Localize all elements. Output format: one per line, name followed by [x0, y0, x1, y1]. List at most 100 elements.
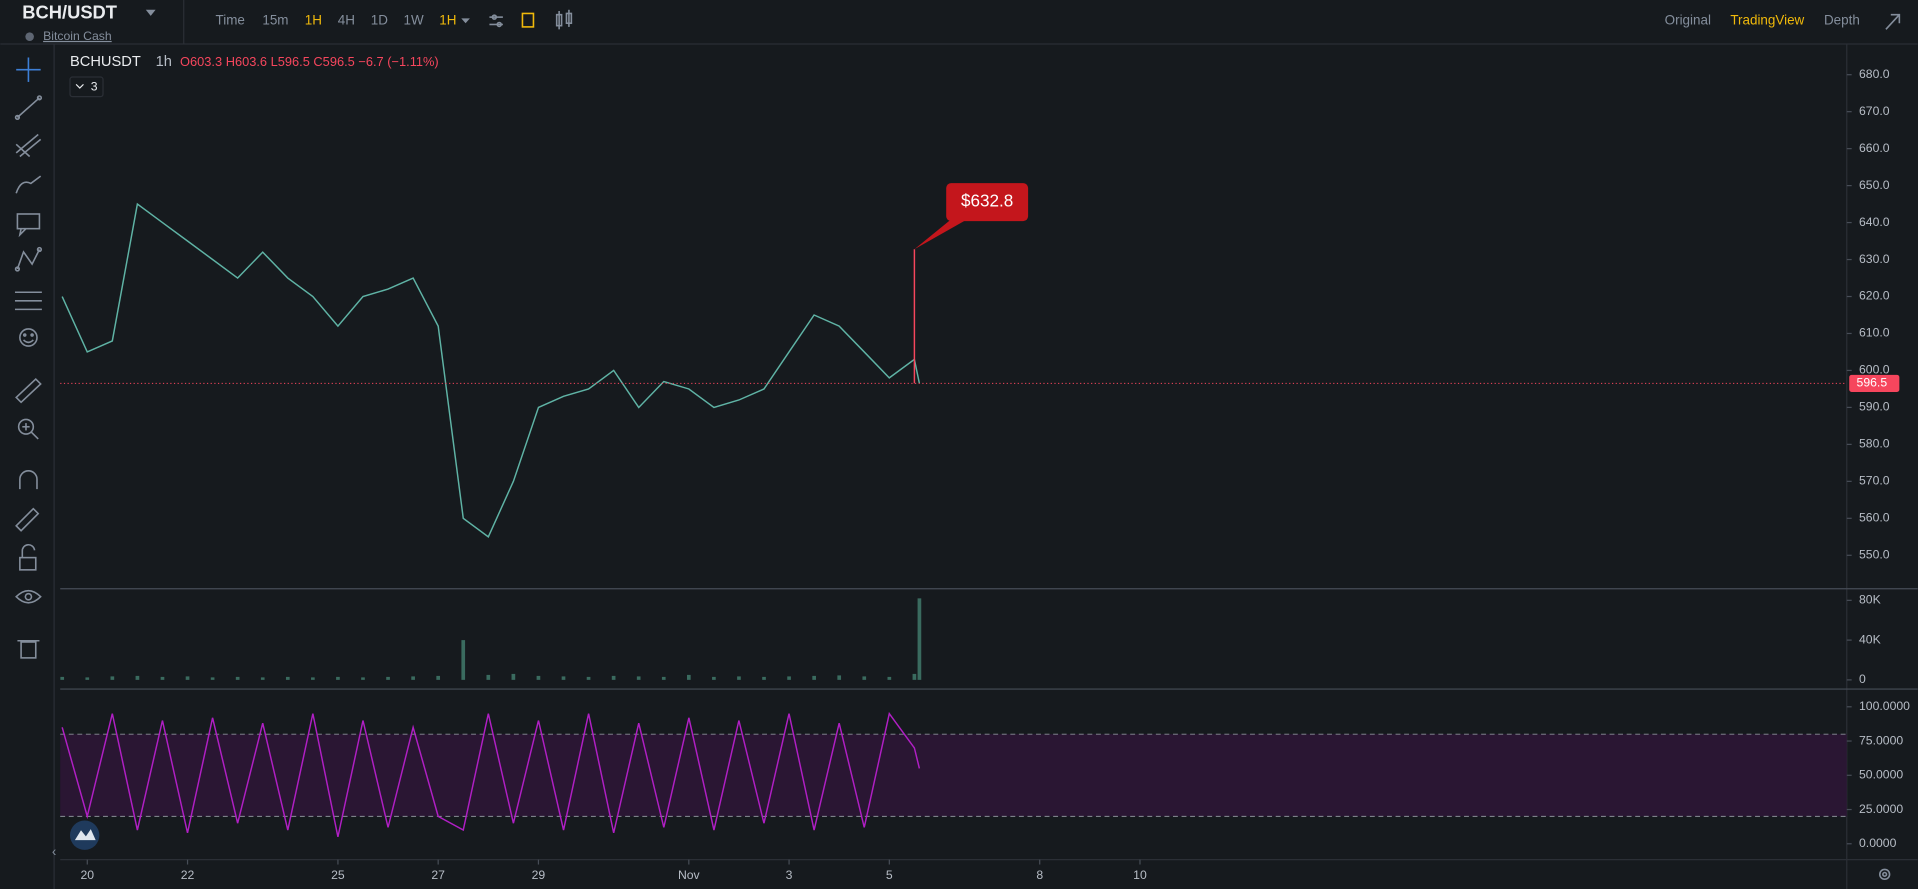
volume-bar — [160, 676, 165, 680]
pattern-tool[interactable] — [14, 246, 43, 272]
interval-dropdown[interactable]: 1H — [439, 12, 456, 27]
view-button[interactable]: Depth — [1824, 12, 1860, 27]
symbol-dropdown[interactable] — [145, 9, 156, 16]
coin-icon — [25, 32, 34, 41]
indicators-toggle[interactable] — [69, 76, 104, 98]
interval-button[interactable]: 15m — [262, 12, 288, 27]
interval-button[interactable]: 1W — [404, 12, 424, 27]
y-tick-label: 0.0000 — [1859, 836, 1897, 850]
legend-interval: 1h — [156, 54, 172, 70]
volume-bar — [661, 676, 666, 680]
legend-symbol: BCHUSDT — [70, 54, 141, 70]
volume-bar — [636, 676, 641, 680]
y-tick-label: 670.0 — [1859, 104, 1890, 118]
lock-draw-tool[interactable] — [15, 507, 40, 532]
ruler-tool[interactable] — [15, 377, 42, 404]
dropdown-caret — [461, 18, 470, 24]
delete-tool[interactable] — [17, 639, 40, 659]
callout-pointer — [914, 217, 971, 250]
y-tick-label: 600.0 — [1859, 363, 1890, 377]
magnet-tool[interactable] — [19, 470, 38, 490]
drawing-toolbar — [14, 57, 43, 659]
x-tick-label: Nov — [678, 868, 701, 882]
callout-box — [946, 183, 1029, 222]
fullscreen-button[interactable] — [1885, 13, 1901, 30]
volume-bar — [386, 676, 390, 680]
crosshair-tool[interactable] — [16, 57, 41, 82]
y-tick-label: 75.0000 — [1859, 733, 1903, 747]
volume-bar — [210, 677, 215, 680]
y-tick-label: 630.0 — [1859, 252, 1890, 266]
x-tick-label: 5 — [886, 868, 893, 882]
x-tick-label: 29 — [532, 868, 546, 882]
interval-button[interactable]: 4H — [338, 12, 355, 27]
volume-bar — [336, 676, 340, 680]
coin-name[interactable]: Bitcoin Cash — [43, 29, 112, 43]
callout-label: $632.8 — [961, 192, 1013, 211]
volume-bar — [461, 640, 466, 680]
fib-tool[interactable] — [15, 133, 42, 158]
chart-settings[interactable] — [1878, 868, 1891, 881]
collapse-toolbar[interactable]: ‹ — [52, 844, 56, 859]
volume-bar — [912, 673, 917, 680]
price-line — [61, 711, 921, 838]
emoji-tool[interactable] — [19, 328, 38, 347]
x-tick-label: 25 — [331, 868, 345, 882]
trendline-tool[interactable] — [14, 95, 43, 121]
volume-bar — [60, 676, 65, 680]
toggle-caret — [75, 83, 84, 89]
volume-bar — [686, 674, 691, 680]
volume-bar — [887, 676, 892, 680]
volume-bar — [812, 675, 816, 680]
volume-bar — [361, 677, 365, 680]
view-button[interactable]: Original — [1665, 12, 1711, 27]
volume-bar — [110, 676, 115, 680]
volume-bar — [311, 677, 315, 680]
volume-bar — [260, 677, 265, 680]
brush-tool[interactable] — [15, 175, 42, 194]
y-tick-label: 680.0 — [1859, 67, 1890, 81]
y-tick-label: 50.0000 — [1859, 768, 1903, 782]
logo-mark — [74, 829, 96, 841]
volume-bar — [85, 677, 90, 680]
indicator-count: 3 — [91, 80, 98, 94]
prediction-tool[interactable] — [14, 291, 42, 311]
interval-button[interactable]: 1D — [371, 12, 388, 27]
volume-bar — [486, 674, 491, 680]
y-tick-label: 610.0 — [1859, 326, 1890, 340]
band — [60, 734, 1847, 817]
volume-bar — [862, 676, 867, 680]
settings-button[interactable] — [489, 14, 503, 28]
volume-bar — [611, 675, 616, 680]
x-tick-label: 8 — [1036, 868, 1043, 882]
volume-bar — [712, 676, 716, 680]
y-tick-label: 580.0 — [1859, 437, 1890, 451]
volume-bar — [185, 676, 190, 680]
volume-bar — [135, 675, 140, 680]
volume-bar — [411, 676, 415, 680]
interval-button[interactable]: 1H — [305, 12, 322, 27]
volume-bar — [561, 676, 566, 680]
lock-tool[interactable] — [19, 543, 37, 571]
volume-bar — [285, 676, 290, 680]
y-tick-label: 80K — [1859, 593, 1882, 607]
symbol[interactable]: BCH/USDT — [22, 1, 117, 22]
text-tool[interactable] — [16, 213, 41, 238]
last-price-label: 596.5 — [1857, 376, 1888, 390]
volume-bar — [787, 676, 791, 680]
x-tick-label: 3 — [786, 868, 793, 882]
chart-type-button[interactable] — [555, 9, 573, 30]
interval-button[interactable]: Time — [216, 12, 245, 27]
volume-bar — [737, 676, 741, 680]
last-price-tag — [1849, 374, 1900, 392]
indicator-button[interactable] — [521, 12, 535, 28]
y-tick-label: 660.0 — [1859, 141, 1890, 155]
view-button[interactable]: TradingView — [1730, 12, 1804, 27]
legend-ohlc: O603.3 H603.6 L596.5 C596.5 −6.7 (−1.11%… — [180, 54, 439, 69]
x-tick-label: 20 — [80, 868, 94, 882]
y-tick-label: 640.0 — [1859, 215, 1890, 229]
visibility-tool[interactable] — [15, 589, 42, 604]
zoom-tool[interactable] — [17, 418, 39, 440]
